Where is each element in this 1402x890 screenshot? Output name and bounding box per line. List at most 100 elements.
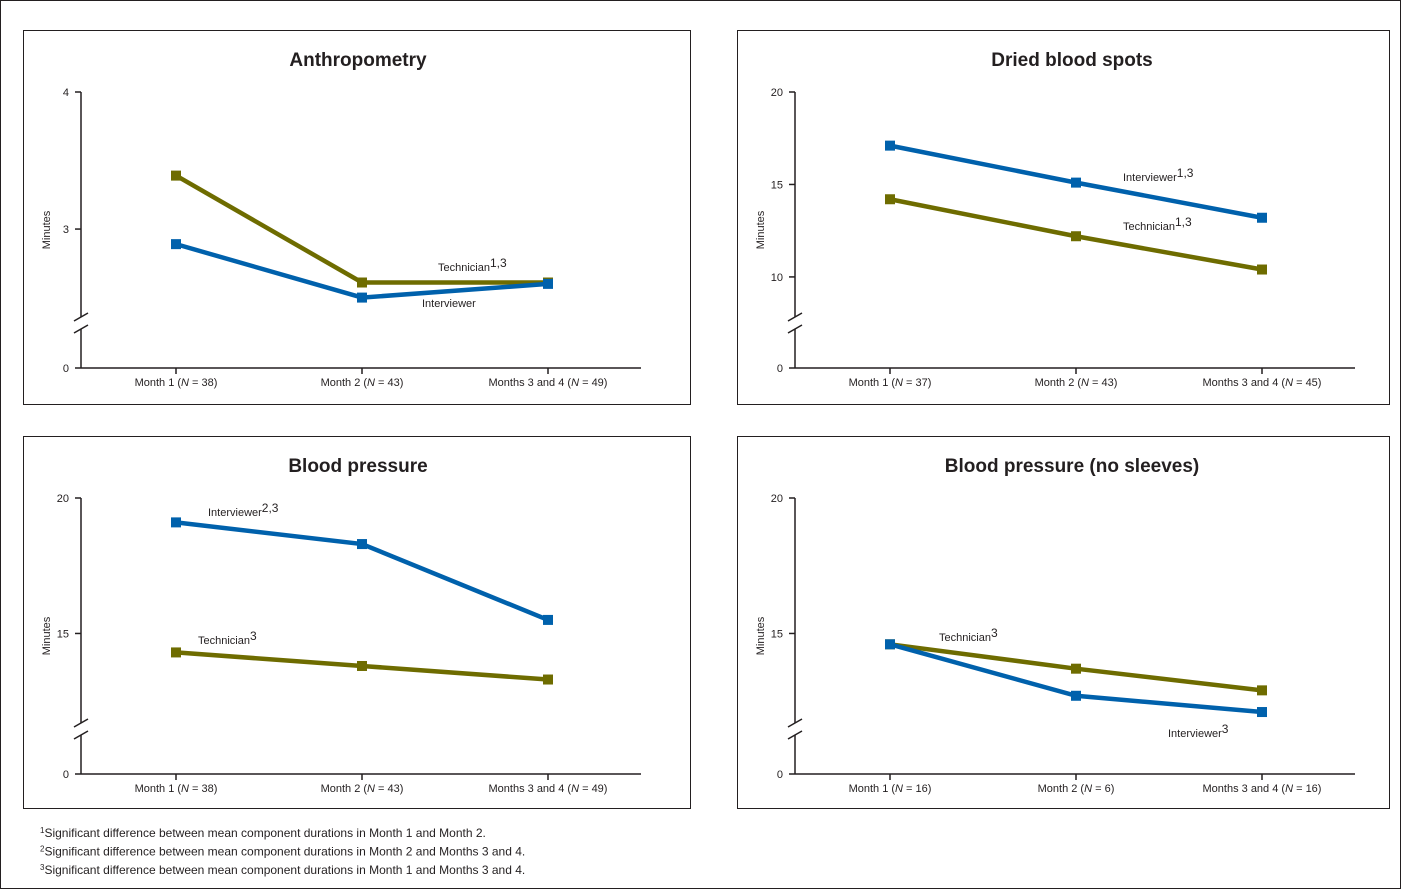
series-label: Technician3 <box>198 629 257 647</box>
y-tick-label: 15 <box>57 628 69 640</box>
footnote-text: Significant difference between mean comp… <box>44 826 485 840</box>
data-point <box>357 277 367 288</box>
series-name: Technician <box>438 262 490 274</box>
series-superscript: 3 <box>250 629 257 643</box>
data-point <box>885 194 895 205</box>
y-axis-label: Minutes <box>41 616 53 655</box>
data-point <box>1071 231 1081 242</box>
x-tick-label: Months 3 and 4 (N = 16) <box>1203 783 1322 795</box>
data-point <box>1257 212 1267 223</box>
footnote-mark: 3 <box>40 863 45 872</box>
panel-border <box>737 30 1390 405</box>
data-point <box>1257 685 1267 696</box>
data-point <box>1257 707 1267 718</box>
x-tick-label: Month 2 (N = 43) <box>321 377 404 389</box>
axis-break <box>787 730 803 740</box>
footnote: 1Significant difference between mean com… <box>40 826 486 840</box>
series-label: Technician1,3 <box>1123 215 1192 233</box>
chart-panel: Blood pressure (no sleeves) Minutes 0 15 20 M… <box>737 436 1390 809</box>
chart-title: Dried blood spots <box>991 50 1153 71</box>
footnote-mark: 1 <box>40 826 45 835</box>
footnote-text: Significant difference between mean comp… <box>44 845 525 859</box>
x-tick-label: Month 1 (N = 38) <box>135 783 218 795</box>
x-tick-label: Month 2 (N = 43) <box>321 783 404 795</box>
series-superscript: 1,3 <box>490 256 507 270</box>
axis-break <box>73 324 89 334</box>
x-tick-label: Months 3 and 4 (N = 49) <box>489 783 608 795</box>
series-label: Interviewer <box>422 298 476 310</box>
series-name: Technician <box>198 635 250 647</box>
series-superscript: 1,3 <box>1177 166 1194 180</box>
data-point <box>171 170 181 181</box>
data-point <box>543 614 553 625</box>
footnote: 2Significant difference between mean com… <box>40 845 525 859</box>
data-point <box>543 278 553 289</box>
data-point <box>885 639 895 650</box>
series-name: Interviewer <box>208 507 262 519</box>
y-tick-label: 15 <box>771 628 783 640</box>
series-name: Interviewer <box>1123 172 1177 184</box>
axis-break <box>73 718 89 728</box>
series-name: Technician <box>939 632 991 644</box>
y-tick-label: 20 <box>771 87 783 99</box>
x-tick-label: Month 2 (N = 43) <box>1035 377 1118 389</box>
chart-panel: Anthropometry Minutes 0 3 4 Month 1 (N = 38) M… <box>23 30 691 405</box>
y-tick-label: 15 <box>771 179 783 191</box>
series-name: Interviewer <box>1168 728 1222 740</box>
series-superscript: 3 <box>991 626 998 640</box>
chart-title: Anthropometry <box>289 50 427 71</box>
series-name: Interviewer <box>422 298 476 310</box>
series-superscript: 1,3 <box>1175 215 1192 229</box>
panel-border <box>23 30 691 405</box>
data-point <box>171 239 181 250</box>
y-axis-label: Minutes <box>755 210 767 249</box>
chart-panel: Blood pressure Minutes 0 15 20 Month 1 (N = 3… <box>23 436 691 809</box>
y-tick-label: 0 <box>777 769 783 781</box>
y-tick-label: 0 <box>63 769 69 781</box>
data-point <box>885 140 895 151</box>
chart-title: Blood pressure (no sleeves) <box>945 456 1199 477</box>
axis-break <box>73 312 89 322</box>
data-point <box>357 292 367 303</box>
series-label: Interviewer2,3 <box>208 501 279 519</box>
panel-border <box>23 436 691 809</box>
y-axis-label: Minutes <box>755 616 767 655</box>
y-tick-label: 10 <box>771 272 783 284</box>
axis-break <box>787 312 803 322</box>
x-tick-label: Month 1 (N = 38) <box>135 377 218 389</box>
data-point <box>357 660 367 671</box>
footnote: 3Significant difference between mean com… <box>40 863 525 877</box>
panel-border <box>737 436 1390 809</box>
x-tick-label: Months 3 and 4 (N = 45) <box>1203 377 1322 389</box>
data-point <box>1071 663 1081 674</box>
series-label: Interviewer3 <box>1168 722 1229 740</box>
y-tick-label: 4 <box>63 87 69 99</box>
data-point <box>357 539 367 550</box>
data-point <box>171 647 181 658</box>
footnote-text: Significant difference between mean comp… <box>44 863 525 877</box>
x-tick-label: Month 1 (N = 16) <box>849 783 932 795</box>
y-tick-label: 20 <box>771 493 783 505</box>
chart-title: Blood pressure <box>288 456 427 477</box>
y-tick-label: 0 <box>777 363 783 375</box>
x-tick-label: Months 3 and 4 (N = 49) <box>489 377 608 389</box>
data-point <box>1071 690 1081 701</box>
series-label: Technician1,3 <box>438 256 507 274</box>
data-point <box>1071 177 1081 188</box>
x-tick-label: Month 2 (N = 6) <box>1038 783 1115 795</box>
data-point <box>171 517 181 528</box>
series-label: Interviewer1,3 <box>1123 166 1194 184</box>
footnote-mark: 2 <box>40 845 45 854</box>
axis-break <box>787 324 803 334</box>
y-tick-label: 20 <box>57 493 69 505</box>
y-tick-label: 3 <box>63 224 69 236</box>
series-superscript: 3 <box>1222 722 1229 736</box>
series-name: Technician <box>1123 221 1175 233</box>
data-point <box>1257 264 1267 275</box>
y-axis-label: Minutes <box>41 210 53 249</box>
axis-break <box>73 730 89 740</box>
series-label: Technician3 <box>939 626 998 644</box>
data-point <box>543 674 553 685</box>
